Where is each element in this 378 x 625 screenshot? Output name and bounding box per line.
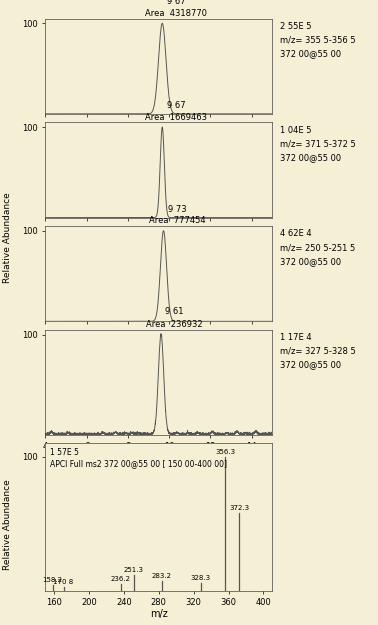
Text: Area  236932: Area 236932 xyxy=(146,320,203,329)
X-axis label: m/z: m/z xyxy=(150,609,167,619)
Text: 9 61: 9 61 xyxy=(166,308,184,316)
Text: Relative Abundance: Relative Abundance xyxy=(3,479,12,571)
X-axis label: Time: Time xyxy=(147,452,171,462)
Text: 251.3: 251.3 xyxy=(124,566,144,572)
Text: 1 17E 4: 1 17E 4 xyxy=(280,333,311,342)
Text: 372.3: 372.3 xyxy=(229,505,249,511)
Text: m/z= 327 5-328 5: m/z= 327 5-328 5 xyxy=(280,347,355,356)
Text: 356.3: 356.3 xyxy=(215,449,235,454)
Text: 2 55E 5: 2 55E 5 xyxy=(280,22,311,31)
Text: APCI Full ms2 372 00@55 00 [ 150 00-400 00]: APCI Full ms2 372 00@55 00 [ 150 00-400 … xyxy=(50,459,227,468)
Text: 372 00@55 00: 372 00@55 00 xyxy=(280,361,341,369)
Text: 372 00@55 00: 372 00@55 00 xyxy=(280,153,341,162)
Text: 1 57E 5: 1 57E 5 xyxy=(50,448,79,457)
Text: Area  777454: Area 777454 xyxy=(149,216,205,225)
Text: 9 67: 9 67 xyxy=(167,101,185,110)
Text: 372 00@55 00: 372 00@55 00 xyxy=(280,257,341,266)
Text: m/z= 250 5-251 5: m/z= 250 5-251 5 xyxy=(280,243,355,252)
Text: 170 8: 170 8 xyxy=(53,579,74,584)
Text: 9 73: 9 73 xyxy=(168,205,186,214)
Text: 283.2: 283.2 xyxy=(152,573,172,579)
Text: m/z= 371 5-372 5: m/z= 371 5-372 5 xyxy=(280,139,355,148)
Text: Area  4318770: Area 4318770 xyxy=(145,9,207,18)
Text: 1 04E 5: 1 04E 5 xyxy=(280,126,311,134)
Text: Area  1669463: Area 1669463 xyxy=(145,112,207,121)
Text: 372 00@55 00: 372 00@55 00 xyxy=(280,49,341,58)
Text: Relative Abundance: Relative Abundance xyxy=(3,192,12,283)
Text: 328.3: 328.3 xyxy=(191,574,211,581)
Text: 236.2: 236.2 xyxy=(110,576,130,582)
Text: 9 67: 9 67 xyxy=(167,0,185,6)
Text: m/z= 355 5-356 5: m/z= 355 5-356 5 xyxy=(280,36,355,44)
Text: 4 62E 4: 4 62E 4 xyxy=(280,229,311,238)
Text: 158.2: 158.2 xyxy=(42,578,62,583)
